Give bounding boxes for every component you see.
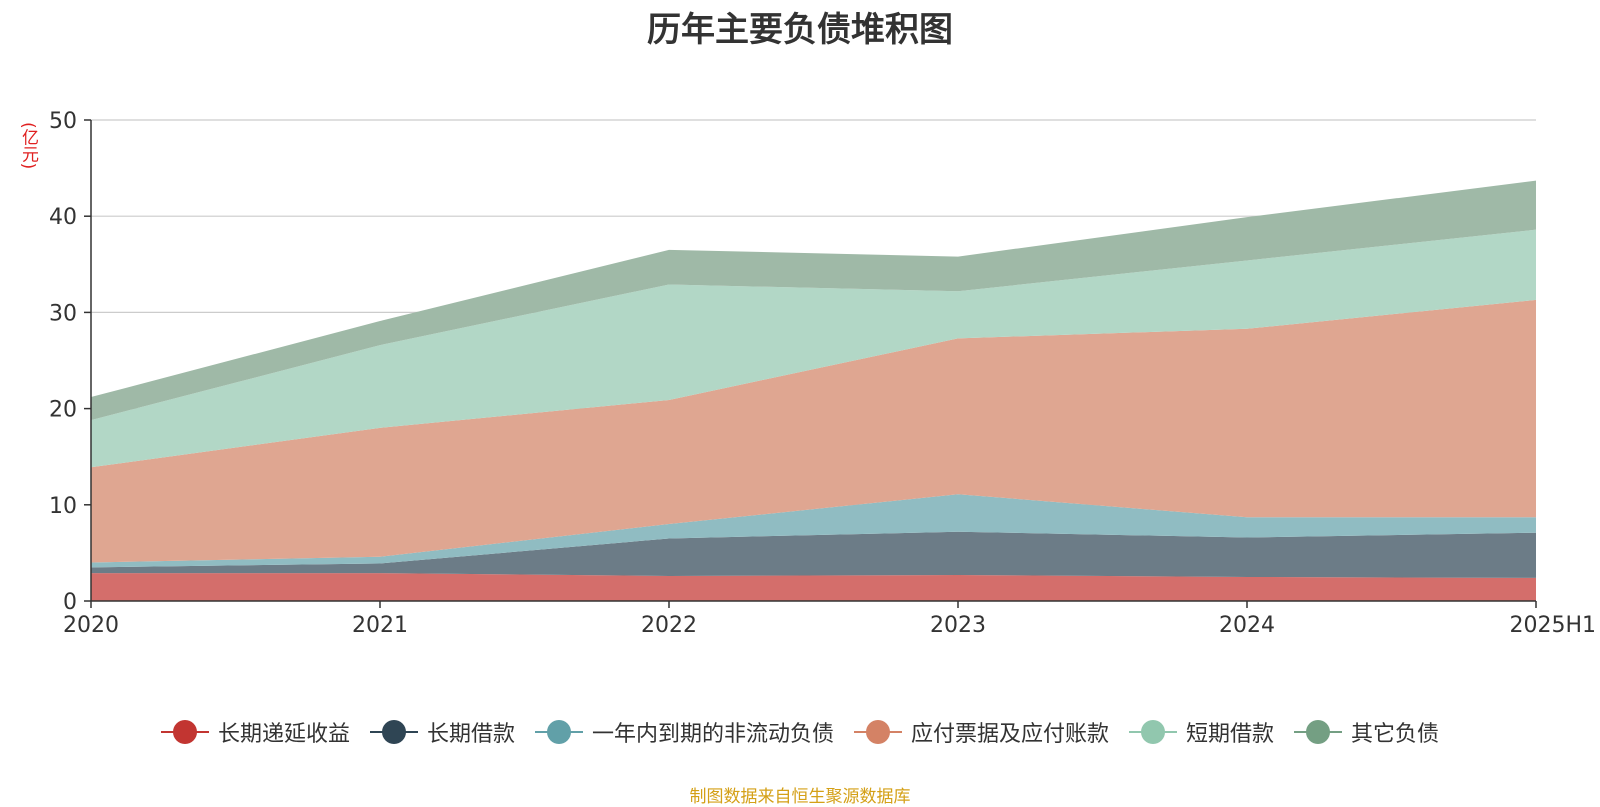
legend-marker [160, 720, 209, 744]
axes: 0 10 20 30 40 50 2020 2021 2022 2023 2024 2025H1 [49, 109, 1596, 638]
legend-marker [369, 720, 418, 744]
area-series-2[interactable] [91, 531, 1536, 578]
legend-label: 长期借款 [426, 722, 515, 747]
legend: 长期递延收益 长期借款 一年内到期的非流动负债 应付票据及应付账款 短期借款 其它负债 [0, 716, 1600, 748]
x-tick-label: 2021 [352, 613, 408, 638]
y-tick-label: 40 [49, 205, 77, 230]
source-note: 制图数据来自恒生聚源数据库 [689, 787, 911, 807]
x-tick-label: 2023 [930, 613, 986, 638]
x-tick-label: 2024 [1219, 613, 1275, 638]
legend-item-6[interactable]: 其它负债 [1294, 716, 1439, 748]
y-axis-unit-label: (亿元) [18, 122, 38, 170]
area-series-5[interactable] [91, 229, 1536, 468]
legend-item-5[interactable]: 短期借款 [1129, 716, 1274, 748]
y-tick-label: 10 [49, 494, 77, 519]
chart-title: 历年主要负债堆积图 [647, 10, 953, 50]
y-tick-label: 50 [49, 109, 77, 134]
area-series-6[interactable] [91, 180, 1536, 421]
y-tick-label: 30 [49, 301, 77, 326]
legend-label: 长期递延收益 [217, 722, 350, 747]
legend-item-3[interactable]: 一年内到期的非流动负债 [534, 716, 834, 748]
legend-marker [1129, 720, 1178, 744]
x-tick-label: 2022 [641, 613, 697, 638]
x-tick-label: 2025H1 [1509, 613, 1596, 638]
area-series-1[interactable] [91, 573, 1536, 601]
legend-marker [1294, 720, 1343, 744]
area-series-4[interactable] [91, 299, 1536, 563]
legend-label: 应付票据及应付账款 [911, 722, 1110, 747]
legend-marker [534, 720, 583, 744]
legend-marker [854, 720, 902, 744]
plot-area: 0 10 20 30 40 50 2020 2021 2022 2023 2024 2025H1 [49, 109, 1596, 638]
legend-item-1[interactable]: 长期递延收益 [160, 716, 350, 748]
legend-label: 其它负债 [1351, 722, 1440, 747]
area-series-layer [91, 180, 1536, 601]
legend-label: 短期借款 [1186, 722, 1275, 747]
legend-label: 一年内到期的非流动负债 [591, 722, 834, 747]
y-tick-label: 20 [49, 398, 77, 423]
area-series-3[interactable] [91, 494, 1536, 568]
legend-item-4[interactable]: 应付票据及应付账款 [854, 716, 1109, 748]
x-tick-label: 2020 [63, 613, 119, 638]
y-tick-label: 0 [63, 590, 77, 615]
legend-item-2[interactable]: 长期借款 [369, 716, 515, 748]
